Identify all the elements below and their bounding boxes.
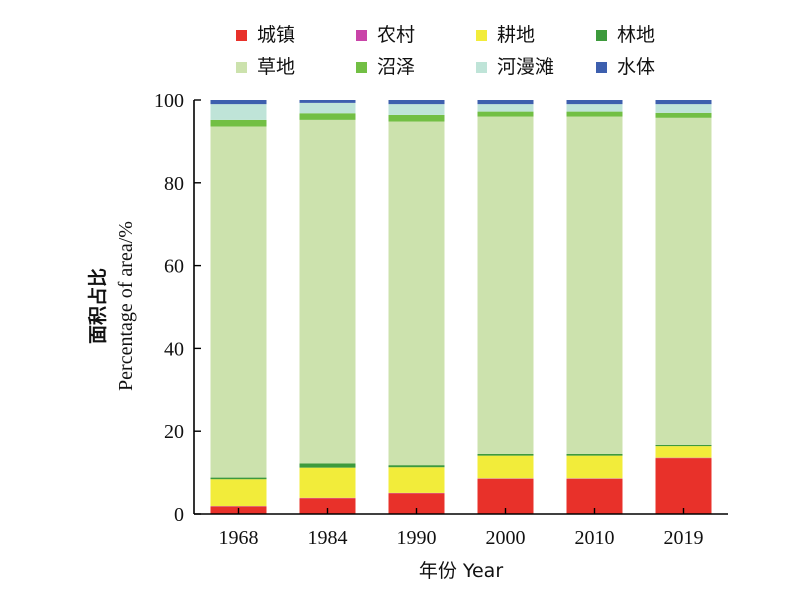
bar-2000-series-3: [477, 453, 534, 456]
legend-label: 耕地: [497, 24, 535, 46]
y-axis-title-en: Percentage of area/%: [115, 221, 137, 391]
bar-1990-series-0: [388, 493, 445, 514]
legend-swatch: [236, 30, 247, 41]
x-tick-label: 1968: [219, 527, 259, 549]
legend-swatch: [236, 62, 247, 73]
legend-label: 林地: [617, 24, 655, 46]
bar-1990-series-2: [388, 467, 445, 493]
bar-1990-series-5: [388, 114, 445, 122]
bar-1984-series-7: [299, 100, 356, 103]
ticks: 0 20 40 60 80 100 1968 1984 1990 2000 2010 2019: [154, 90, 704, 549]
bars: [210, 100, 712, 514]
legend-swatch: [596, 30, 607, 41]
y-tick-label: 0: [174, 504, 184, 526]
legend-label: 水体: [617, 56, 655, 78]
bar-1968-series-4: [210, 126, 267, 478]
bar-2000-series-2: [477, 455, 534, 479]
bar-1968-series-6: [210, 104, 267, 120]
bar-2000-series-5: [477, 111, 534, 117]
bar-2010-series-6: [566, 104, 623, 112]
legend-label: 沼泽: [377, 56, 415, 78]
bar-2000-series-6: [477, 104, 534, 112]
x-tick-label: 1990: [397, 527, 437, 549]
legend-swatch: [476, 62, 487, 73]
bar-1990-series-3: [388, 465, 445, 468]
bar-1990-series-4: [388, 121, 445, 466]
bar-2000-series-7: [477, 100, 534, 105]
bar-1984-series-6: [299, 102, 356, 114]
x-tick-label: 2000: [486, 527, 526, 549]
bar-2019-series-5: [655, 112, 712, 118]
bar-1984-series-4: [299, 119, 356, 464]
bar-2019-series-0: [655, 458, 712, 514]
legend-swatch: [356, 30, 367, 41]
legend-swatch: [356, 62, 367, 73]
y-tick-label: 40: [164, 338, 184, 360]
y-tick-label: 80: [164, 173, 184, 195]
x-tick-label: 1984: [308, 527, 348, 549]
legend-label: 城镇: [257, 24, 295, 46]
bar-1968-series-2: [210, 479, 267, 507]
y-axis-title-cn: 面积占比: [86, 268, 109, 344]
bar-2010-series-2: [566, 455, 623, 479]
bar-2019-series-6: [655, 104, 712, 113]
y-tick-label: 20: [164, 421, 184, 443]
bar-2010-series-3: [566, 453, 623, 456]
x-axis-title: 年份 Year: [419, 560, 503, 582]
y-tick-label: 100: [154, 90, 184, 112]
bar-1984-series-3: [299, 463, 356, 468]
x-tick-label: 2019: [664, 527, 704, 549]
bar-2010-series-7: [566, 100, 623, 105]
bar-2000-series-4: [477, 116, 534, 454]
legend-label: 草地: [257, 56, 295, 78]
bar-1984-series-5: [299, 113, 356, 120]
y-tick-label: 60: [164, 256, 184, 278]
bar-2010-series-4: [566, 116, 623, 454]
legend-swatch: [476, 30, 487, 41]
bar-1968-series-3: [210, 477, 267, 480]
bar-1984-series-2: [299, 467, 356, 498]
legend-label: 农村: [377, 24, 415, 46]
bar-2019-series-4: [655, 117, 712, 445]
bar-1984-series-0: [299, 498, 356, 514]
bar-1990-series-7: [388, 100, 445, 105]
x-tick-label: 2010: [575, 527, 615, 549]
bar-2019-series-7: [655, 100, 712, 105]
legend-label: 河漫滩: [497, 56, 554, 78]
bar-2019-series-2: [655, 446, 712, 458]
bar-2010-series-5: [566, 111, 623, 117]
bar-1968-series-5: [210, 119, 267, 127]
legend-swatch: [596, 62, 607, 73]
axes: [193, 100, 728, 515]
bar-1968-series-7: [210, 100, 267, 105]
bar-1990-series-6: [388, 104, 445, 115]
bar-2019-series-3: [655, 444, 712, 447]
